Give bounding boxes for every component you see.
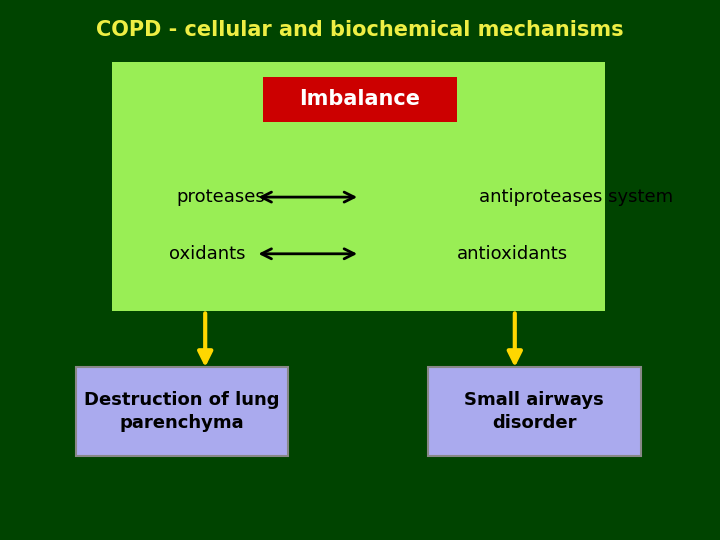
Text: COPD - cellular and biochemical mechanisms: COPD - cellular and biochemical mechanis…	[96, 19, 624, 40]
Text: antioxidants: antioxidants	[457, 245, 568, 263]
FancyBboxPatch shape	[112, 62, 605, 310]
Text: antiproteases system: antiproteases system	[479, 188, 673, 206]
Text: Small airways
disorder: Small airways disorder	[464, 390, 604, 433]
Text: Destruction of lung
parenchyma: Destruction of lung parenchyma	[84, 390, 279, 433]
FancyBboxPatch shape	[263, 77, 457, 122]
Text: oxidants: oxidants	[169, 245, 246, 263]
FancyBboxPatch shape	[76, 367, 288, 456]
Text: proteases: proteases	[176, 188, 265, 206]
FancyBboxPatch shape	[428, 367, 641, 456]
Text: Imbalance: Imbalance	[300, 89, 420, 110]
